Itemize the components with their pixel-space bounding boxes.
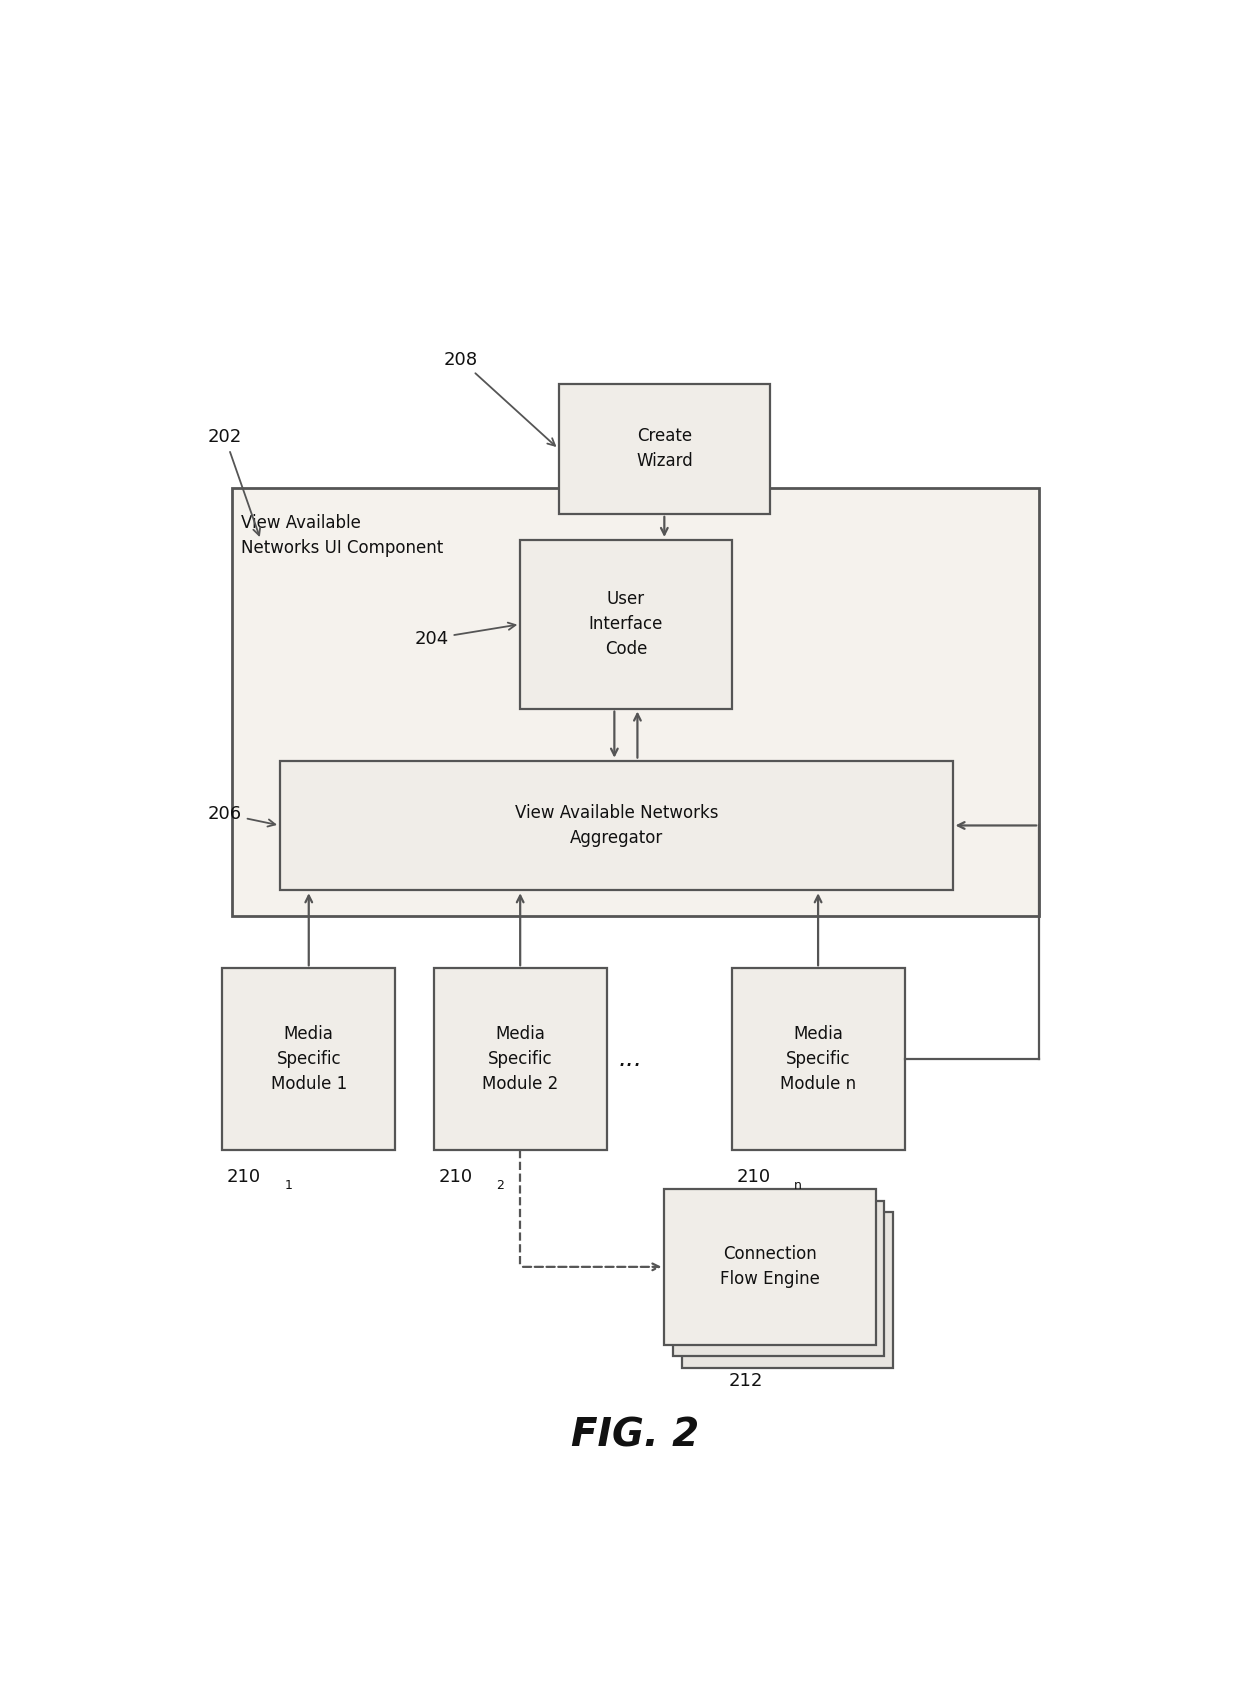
Text: View Available Networks
Aggregator: View Available Networks Aggregator bbox=[515, 804, 718, 846]
Text: 206: 206 bbox=[208, 804, 275, 826]
Text: 2: 2 bbox=[496, 1179, 503, 1192]
Text: Media
Specific
Module 2: Media Specific Module 2 bbox=[482, 1025, 558, 1093]
Text: 202: 202 bbox=[208, 428, 260, 536]
FancyBboxPatch shape bbox=[521, 540, 732, 708]
Text: Connection
Flow Engine: Connection Flow Engine bbox=[720, 1246, 820, 1288]
Text: 210: 210 bbox=[439, 1168, 472, 1187]
Text: 204: 204 bbox=[414, 622, 516, 647]
Text: n: n bbox=[794, 1179, 802, 1192]
FancyBboxPatch shape bbox=[558, 384, 770, 514]
Text: View Available
Networks UI Component: View Available Networks UI Component bbox=[242, 514, 444, 556]
FancyBboxPatch shape bbox=[732, 968, 905, 1150]
Text: FIG. 2: FIG. 2 bbox=[572, 1416, 699, 1455]
FancyBboxPatch shape bbox=[232, 487, 1039, 915]
Text: 210: 210 bbox=[227, 1168, 262, 1187]
Text: User
Interface
Code: User Interface Code bbox=[589, 590, 663, 658]
FancyBboxPatch shape bbox=[280, 760, 952, 890]
Text: 1: 1 bbox=[285, 1179, 293, 1192]
Text: 210: 210 bbox=[737, 1168, 770, 1187]
FancyBboxPatch shape bbox=[665, 1189, 875, 1345]
FancyBboxPatch shape bbox=[682, 1212, 893, 1367]
Text: ...: ... bbox=[619, 1047, 642, 1071]
Text: Create
Wizard: Create Wizard bbox=[636, 428, 693, 470]
Text: Media
Specific
Module n: Media Specific Module n bbox=[780, 1025, 856, 1093]
FancyBboxPatch shape bbox=[673, 1200, 884, 1357]
FancyBboxPatch shape bbox=[434, 968, 606, 1150]
Text: Media
Specific
Module 1: Media Specific Module 1 bbox=[270, 1025, 347, 1093]
FancyBboxPatch shape bbox=[222, 968, 396, 1150]
Text: 208: 208 bbox=[444, 351, 556, 445]
Text: 212: 212 bbox=[729, 1372, 763, 1391]
